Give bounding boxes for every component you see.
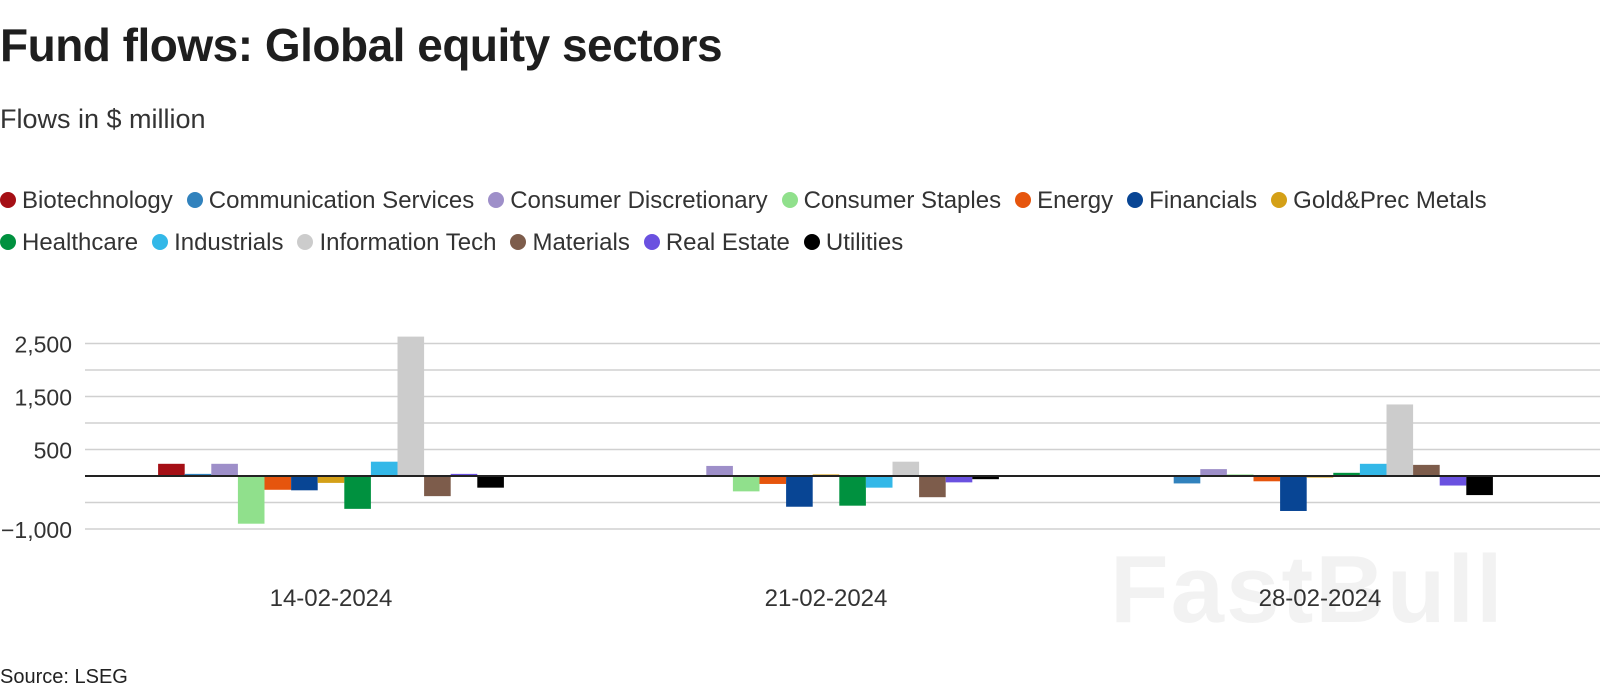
legend-item: Materials bbox=[510, 229, 630, 256]
bar bbox=[706, 465, 733, 476]
bar bbox=[1280, 476, 1307, 511]
legend-label: Financials bbox=[1149, 187, 1258, 214]
legend-item: Consumer Staples bbox=[781, 187, 1002, 214]
legend-swatch bbox=[0, 234, 16, 250]
legend-item: Gold&Prec Metals bbox=[1271, 187, 1487, 214]
x-tick-label: 14-02-2024 bbox=[270, 585, 393, 612]
bar bbox=[264, 476, 292, 490]
bar bbox=[1359, 463, 1387, 476]
legend-item: Biotechnology bbox=[0, 187, 173, 214]
legend-item: Energy bbox=[1015, 187, 1113, 214]
y-tick-label: −1,000 bbox=[1, 517, 72, 543]
legend-swatch bbox=[1127, 192, 1144, 208]
bar bbox=[158, 463, 185, 476]
bar bbox=[759, 476, 787, 484]
legend-item: Information Tech bbox=[297, 229, 496, 256]
legend-label: Energy bbox=[1037, 187, 1114, 214]
legend-swatch bbox=[488, 192, 505, 208]
bar bbox=[786, 476, 813, 507]
legend-item: Healthcare bbox=[0, 229, 138, 256]
legend-label: Healthcare bbox=[22, 229, 139, 256]
legend-swatch bbox=[1271, 192, 1288, 208]
legend-swatch bbox=[510, 234, 527, 250]
legend-item: Communication Services bbox=[186, 187, 475, 214]
legend-swatch bbox=[297, 234, 314, 250]
bar bbox=[450, 473, 478, 476]
legend-item: Financials bbox=[1127, 187, 1257, 214]
bar bbox=[291, 476, 318, 491]
y-tick-label: 500 bbox=[34, 438, 72, 464]
source-note: Source: LSEG bbox=[0, 666, 128, 688]
bar bbox=[919, 476, 946, 498]
legend-label: Biotechnology bbox=[22, 187, 173, 214]
x-tick-label: 28-02-2024 bbox=[1259, 585, 1382, 612]
legend-label: Gold&Prec Metals bbox=[1293, 187, 1487, 214]
legend-swatch bbox=[152, 234, 169, 250]
legend-item: Consumer Discretionary bbox=[488, 187, 768, 214]
chart-subtitle: Flows in $ million bbox=[0, 104, 206, 134]
bar bbox=[1413, 464, 1440, 476]
bar bbox=[237, 476, 265, 524]
bar bbox=[1466, 476, 1493, 496]
legend-swatch bbox=[781, 192, 798, 208]
legend-swatch bbox=[0, 192, 16, 208]
chart-legend: Biotechnology Communication Services Consu… bbox=[0, 180, 1520, 264]
bar bbox=[1333, 472, 1360, 476]
legend-label: Materials bbox=[532, 229, 630, 256]
bar bbox=[211, 463, 238, 476]
bar bbox=[865, 476, 893, 488]
legend-item: Real Estate bbox=[643, 229, 790, 256]
bar bbox=[477, 476, 504, 488]
x-tick-label: 21-02-2024 bbox=[765, 585, 888, 612]
chart-title: Fund flows: Global equity sectors bbox=[0, 19, 723, 71]
legend-label: Communication Services bbox=[208, 187, 475, 214]
legend-swatch bbox=[1015, 192, 1032, 208]
y-tick-label: 2,500 bbox=[14, 332, 72, 358]
bar bbox=[1386, 404, 1414, 476]
bar bbox=[344, 476, 371, 509]
legend-label: Real Estate bbox=[665, 229, 790, 256]
bar bbox=[1439, 476, 1467, 486]
bar bbox=[972, 476, 999, 480]
bar bbox=[317, 476, 345, 483]
legend-swatch bbox=[186, 192, 203, 208]
bar bbox=[839, 476, 866, 506]
bar bbox=[1173, 476, 1201, 484]
bar bbox=[1253, 476, 1281, 482]
legend-label: Industrials bbox=[174, 229, 284, 256]
bar bbox=[945, 476, 973, 483]
y-tick-label: 1,500 bbox=[14, 385, 72, 411]
legend-label: Consumer Staples bbox=[803, 187, 1002, 214]
legend-label: Consumer Discretionary bbox=[510, 187, 768, 214]
legend-item: Utilities bbox=[803, 229, 904, 256]
legend-item: Industrials bbox=[152, 229, 283, 256]
bar bbox=[397, 336, 425, 476]
bar bbox=[424, 476, 451, 497]
bar bbox=[892, 461, 920, 476]
legend-label: Information Tech bbox=[319, 229, 497, 256]
bar bbox=[184, 473, 212, 476]
bar bbox=[1200, 469, 1227, 476]
legend-label: Utilities bbox=[825, 229, 904, 256]
bar bbox=[370, 461, 398, 476]
legend-swatch bbox=[643, 234, 660, 250]
legend-swatch bbox=[803, 234, 820, 250]
bar bbox=[732, 476, 760, 492]
